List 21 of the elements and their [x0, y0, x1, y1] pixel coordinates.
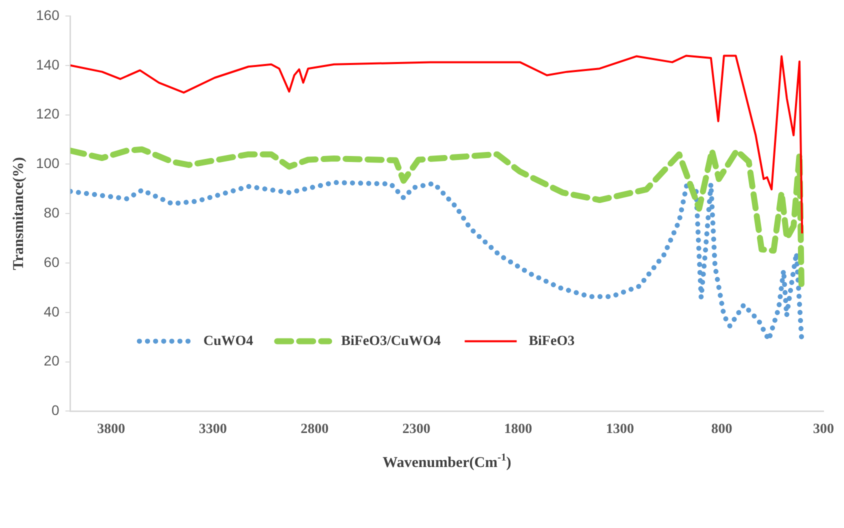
x-tick-label: 1300 [606, 422, 634, 438]
x-tick-label: 3800 [97, 422, 126, 438]
x-tick-label: 300 [813, 422, 834, 438]
legend-label: BiFeO3 [528, 334, 575, 349]
x-tick-label: 1800 [504, 422, 532, 438]
y-tick-label: 20 [44, 352, 60, 369]
y-tick-label: 140 [36, 56, 60, 72]
y-axis-title: Transmitance(%) [10, 157, 27, 270]
x-tick-label: 3300 [198, 422, 227, 438]
x-tick-label: 2300 [402, 422, 430, 438]
y-tick-label: 0 [52, 402, 60, 418]
y-tick-label: 100 [36, 155, 60, 172]
x-tick-label: 2800 [300, 422, 329, 438]
y-tick-label: 120 [36, 106, 60, 122]
legend-label: CuWO4 [203, 334, 254, 349]
y-tick-label: 40 [44, 303, 60, 320]
x-tick-label: 800 [711, 422, 732, 438]
legend-label: BiFeO3/CuWO4 [341, 334, 441, 349]
y-tick-label: 160 [36, 6, 60, 23]
y-tick-label: 80 [44, 204, 60, 220]
y-tick-label: 60 [44, 254, 60, 270]
